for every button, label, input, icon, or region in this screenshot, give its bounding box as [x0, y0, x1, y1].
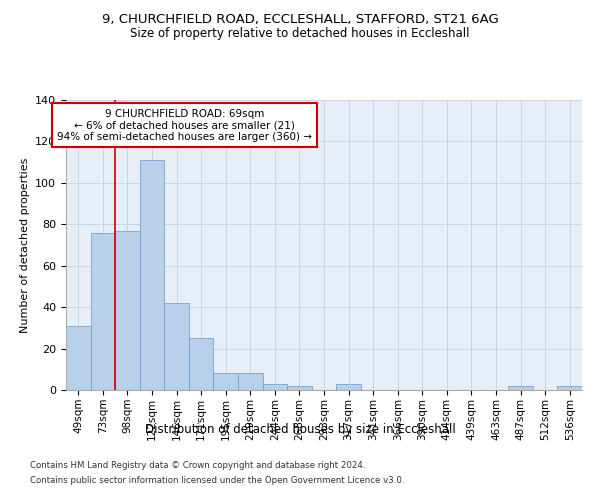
Text: Distribution of detached houses by size in Eccleshall: Distribution of detached houses by size … — [145, 422, 455, 436]
Bar — [287, 386, 312, 390]
Bar — [557, 386, 582, 390]
Bar — [508, 386, 533, 390]
Bar — [263, 384, 287, 390]
Bar — [140, 160, 164, 390]
Bar — [66, 326, 91, 390]
Text: 9 CHURCHFIELD ROAD: 69sqm
← 6% of detached houses are smaller (21)
94% of semi-d: 9 CHURCHFIELD ROAD: 69sqm ← 6% of detach… — [57, 108, 312, 142]
Text: 9, CHURCHFIELD ROAD, ECCLESHALL, STAFFORD, ST21 6AG: 9, CHURCHFIELD ROAD, ECCLESHALL, STAFFOR… — [101, 12, 499, 26]
Bar — [238, 374, 263, 390]
Text: Contains public sector information licensed under the Open Government Licence v3: Contains public sector information licen… — [30, 476, 404, 485]
Text: Size of property relative to detached houses in Eccleshall: Size of property relative to detached ho… — [130, 28, 470, 40]
Text: Contains HM Land Registry data © Crown copyright and database right 2024.: Contains HM Land Registry data © Crown c… — [30, 461, 365, 470]
Bar — [115, 230, 140, 390]
Bar — [91, 232, 115, 390]
Y-axis label: Number of detached properties: Number of detached properties — [20, 158, 29, 332]
Bar — [214, 374, 238, 390]
Bar — [336, 384, 361, 390]
Bar — [164, 303, 189, 390]
Bar — [189, 338, 214, 390]
